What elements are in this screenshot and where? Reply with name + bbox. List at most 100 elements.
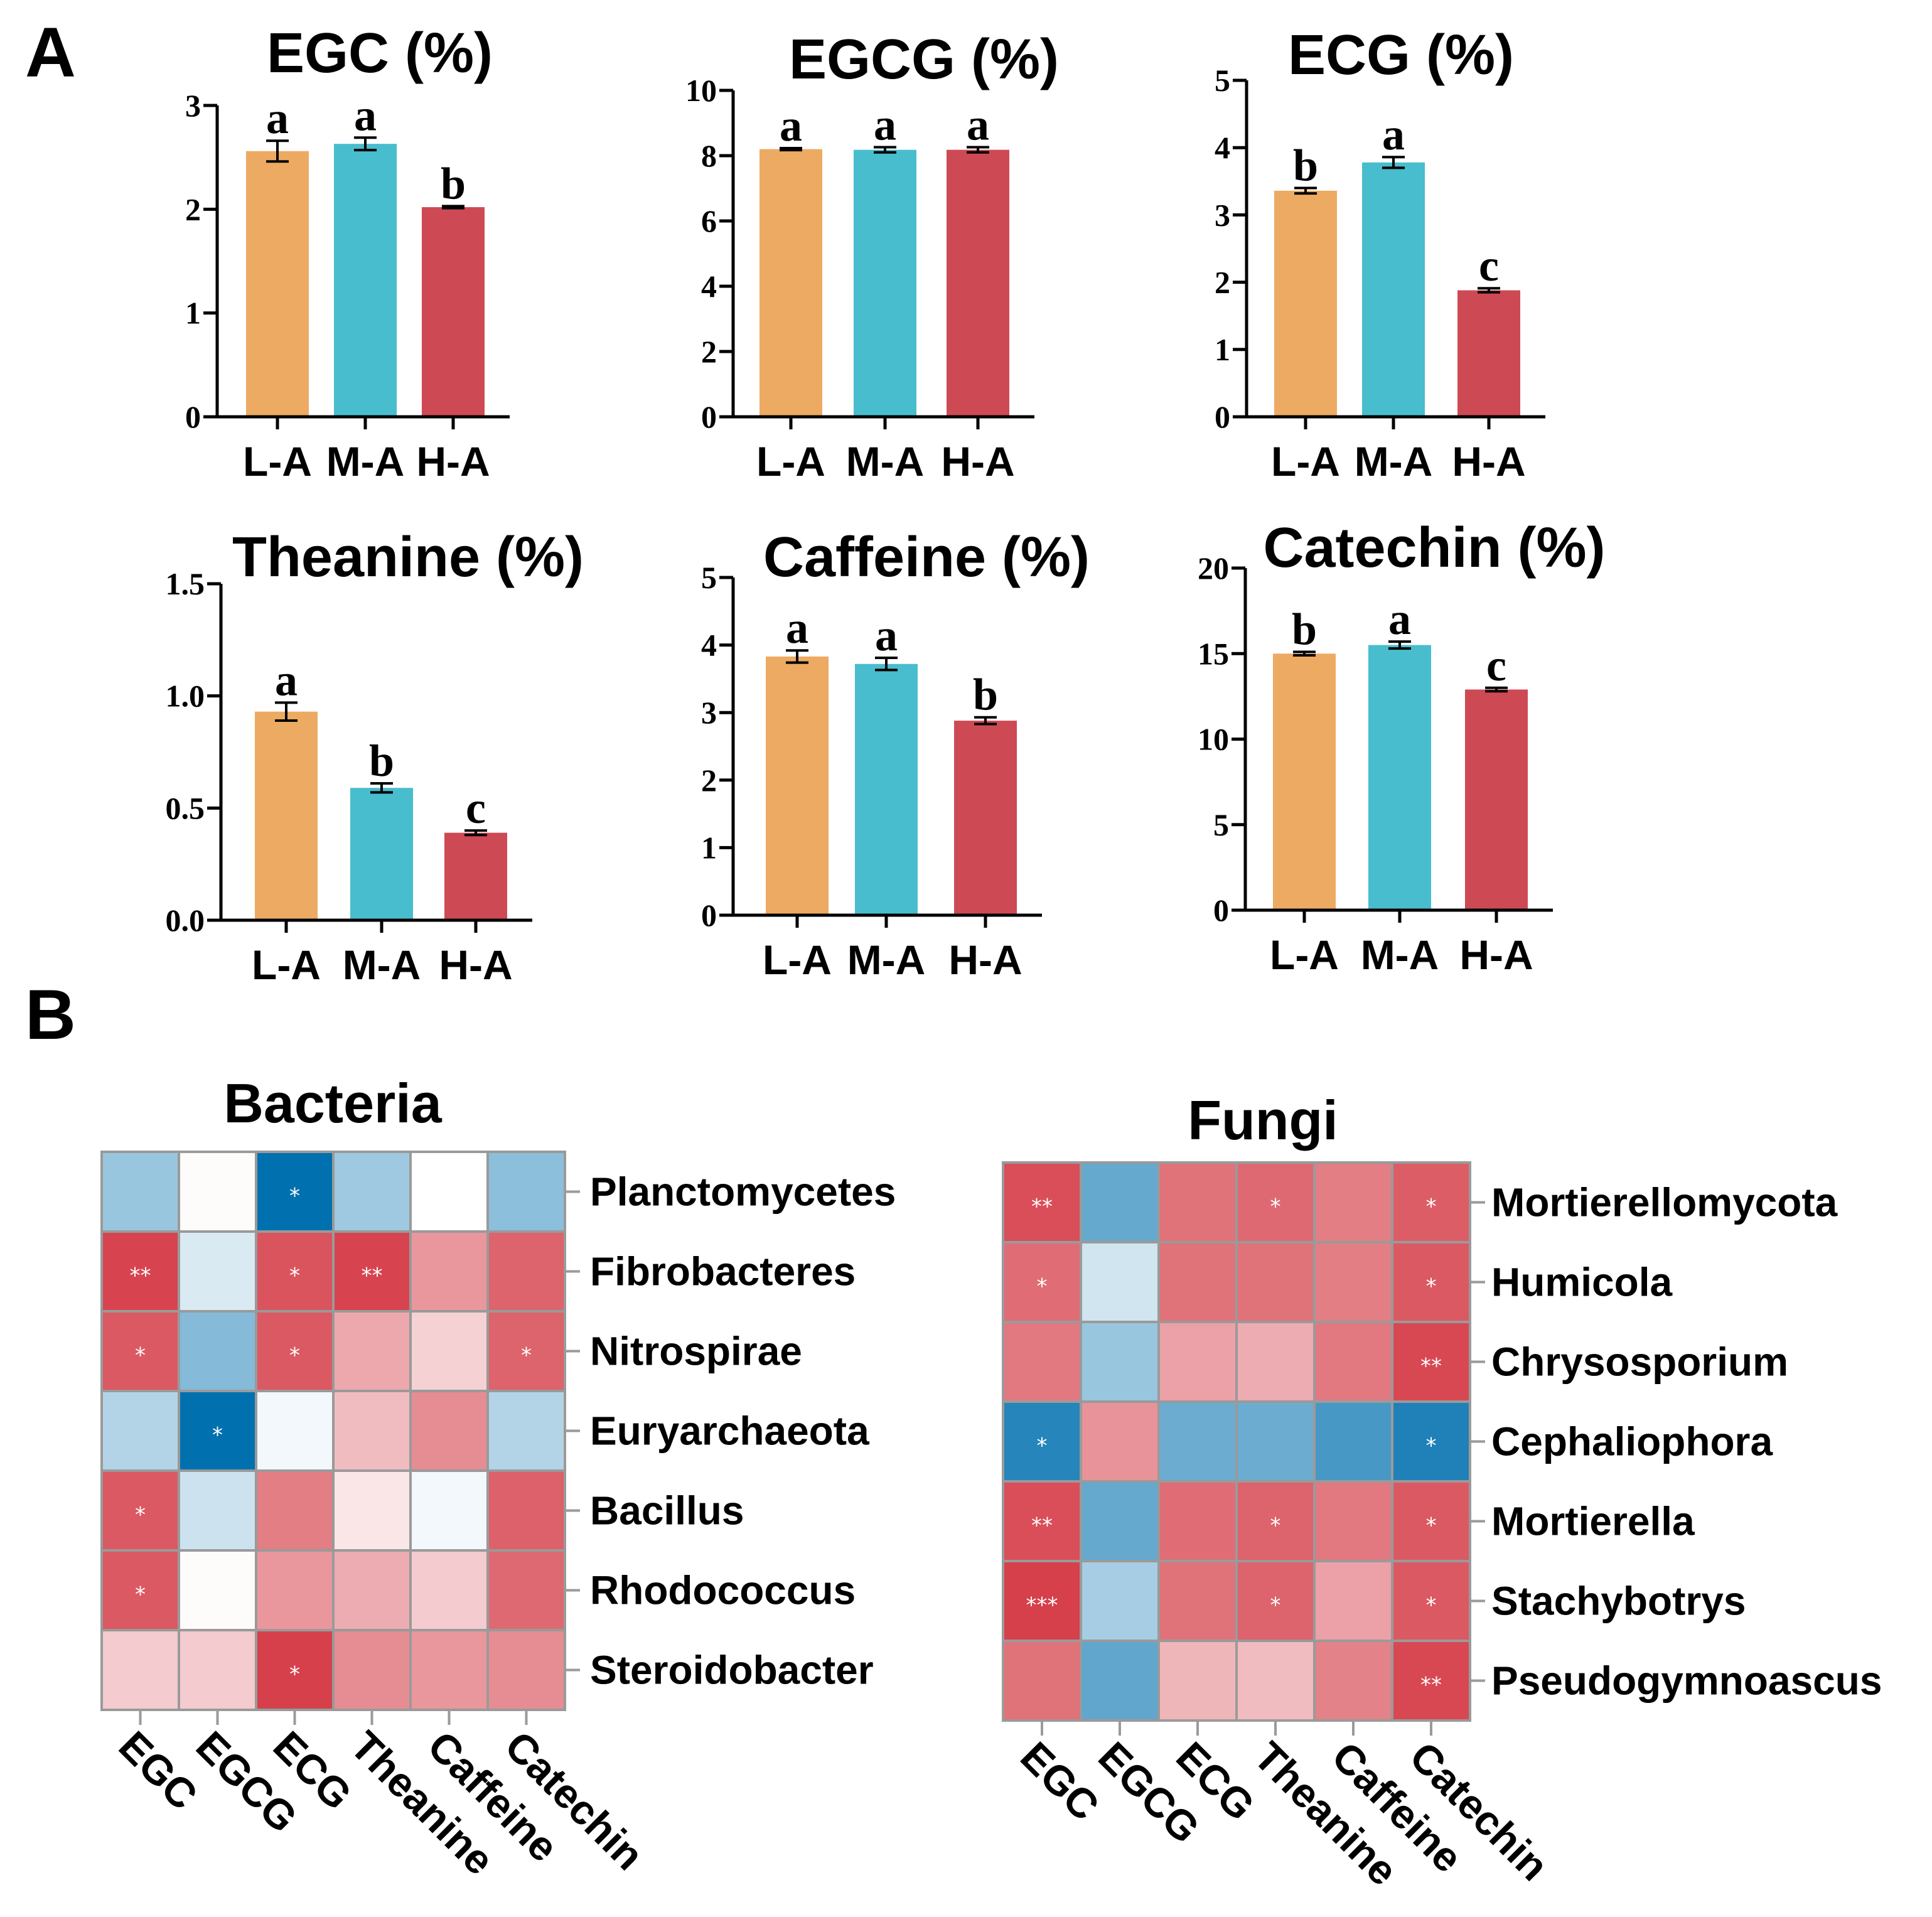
- heatmap-fungi-cell: [1080, 1161, 1160, 1243]
- bar-chart-4-x-tick-label: H-A: [439, 942, 512, 988]
- heatmap-fungi-cell: [1235, 1640, 1316, 1722]
- bar-chart-4-significance-letter: b: [369, 736, 394, 786]
- heatmap-bacteria-cell: [409, 1310, 489, 1392]
- heatmap-bacteria-cell: [332, 1469, 412, 1552]
- bar-chart-6-significance-letter: c: [1486, 640, 1506, 690]
- heatmap-fungi-significance-star: *: [1037, 1274, 1048, 1299]
- bar-chart-5-y-tick-label: 4: [701, 628, 717, 663]
- bar-chart-2-title: EGCG (%): [789, 28, 1059, 91]
- heatmap-fungi-cell: [1002, 1400, 1082, 1483]
- bar-chart-2-bar-H-A: [947, 149, 1009, 417]
- bar-chart-3-x-tick-label: L-A: [1271, 438, 1340, 485]
- heatmap-fungi-significance-star: *: [1426, 1195, 1437, 1220]
- heatmap-fungi-cell: [1080, 1241, 1160, 1323]
- bar-chart-1-x-tick-label: L-A: [243, 438, 312, 485]
- bar-chart-5-significance-letter: a: [786, 603, 808, 653]
- heatmap-fungi-cell: [1391, 1161, 1471, 1243]
- heatmap-fungi-cell: [1235, 1480, 1316, 1562]
- bar-chart-2-y-tick-label: 8: [701, 138, 717, 173]
- bar-chart-3-y-tick-label: 1: [1215, 332, 1230, 367]
- bar-chart-2-x-tick-label: M-A: [846, 438, 925, 485]
- heatmap-bacteria-significance-star: *: [521, 1343, 532, 1368]
- bar-chart-5-y-tick-label: 1: [701, 830, 717, 865]
- bar-chart-6-bar-M-A: [1368, 645, 1431, 910]
- heatmap-bacteria-cell: [100, 1390, 180, 1472]
- heatmap-fungi-cell: [1313, 1241, 1393, 1323]
- bar-chart-3-bar-H-A: [1457, 290, 1520, 417]
- heatmap-fungi-significance-star: *: [1426, 1513, 1437, 1538]
- heatmap-bacteria-significance-star: *: [289, 1264, 300, 1289]
- bar-chart-2-x-tick-label: L-A: [756, 438, 825, 485]
- heatmap-bacteria-cell: [100, 1151, 180, 1233]
- heatmap-fungi-row-label: Mortierella: [1491, 1499, 1695, 1544]
- heatmap-fungi-significance-star: *: [1426, 1434, 1437, 1459]
- heatmap-bacteria-cell: [409, 1629, 489, 1711]
- bar-chart-5-y-tick-label: 3: [701, 695, 717, 730]
- bar-chart-1-significance-letter: b: [441, 158, 466, 208]
- bar-chart-3-bar-L-A: [1274, 190, 1337, 417]
- bar-chart-1-title: EGC (%): [267, 22, 493, 85]
- bar-chart-3-y-tick-label: 0: [1215, 399, 1230, 434]
- heatmap-bacteria-significance-star: *: [135, 1343, 146, 1368]
- bar-chart-5-x-tick-label: L-A: [763, 937, 832, 983]
- bar-chart-6-significance-letter: a: [1388, 594, 1411, 644]
- bar-chart-2-y-tick-label: 6: [701, 203, 717, 239]
- bar-chart-6-x-tick-label: L-A: [1270, 932, 1339, 978]
- heatmap-bacteria-cell: [178, 1230, 257, 1313]
- bar-chart-5-bar-L-A: [766, 656, 829, 915]
- bar-chart-1-significance-letter: a: [354, 90, 377, 140]
- heatmap-fungi-cell: [1235, 1321, 1316, 1403]
- heatmap-fungi-cell: [1080, 1560, 1160, 1642]
- bar-chart-6-bar-L-A: [1273, 653, 1336, 910]
- bar-chart-3-y-tick-label: 2: [1215, 265, 1230, 300]
- bar-chart-3-y-tick-label: 3: [1215, 197, 1230, 232]
- heatmap-bacteria-cell: [332, 1151, 412, 1233]
- bar-chart-1-x-tick-label: M-A: [326, 438, 405, 485]
- bar-chart-4-y-tick-label: 1.5: [166, 566, 205, 601]
- bar-chart-3-y-tick-label: 5: [1215, 63, 1230, 98]
- heatmap-fungi-significance-star: *: [1426, 1593, 1437, 1618]
- heatmap-fungi-cell: [1157, 1400, 1238, 1483]
- bar-chart-1-bar-H-A: [422, 207, 485, 417]
- heatmap-bacteria-significance-star: *: [289, 1662, 300, 1687]
- heatmap-bacteria-row-label: Rhodococcus: [590, 1568, 856, 1613]
- heatmap-bacteria-significance-star: **: [362, 1264, 383, 1289]
- bar-chart-6-x-tick-label: M-A: [1361, 932, 1439, 978]
- heatmap-fungi-significance-star: ***: [1026, 1593, 1058, 1618]
- bar-chart-4-x-tick-label: M-A: [343, 942, 421, 988]
- bar-chart-2-y-tick-label: 10: [685, 73, 717, 108]
- bar-chart-6-y-tick-label: 5: [1213, 807, 1229, 842]
- heatmap-fungi-cell: [1002, 1241, 1082, 1323]
- heatmap-fungi-row-label: Stachybotrys: [1491, 1579, 1746, 1624]
- bar-chart-5-y-tick-label: 5: [701, 560, 717, 595]
- bar-chart-3-x-tick-label: H-A: [1452, 438, 1525, 485]
- heatmap-bacteria-cell: [486, 1549, 566, 1631]
- bar-chart-6-y-tick-label: 10: [1198, 722, 1229, 757]
- heatmap-bacteria-cell: [409, 1390, 489, 1472]
- heatmap-fungi-significance-star: *: [1037, 1434, 1048, 1459]
- bar-chart-4-bar-H-A: [444, 832, 507, 920]
- bar-chart-2-significance-letter: a: [967, 99, 989, 149]
- heatmap-bacteria-cell: [409, 1230, 489, 1313]
- bar-chart-2-y-tick-label: 0: [701, 399, 717, 434]
- heatmap-bacteria-cell: [409, 1549, 489, 1631]
- bar-chart-4-y-tick-label: 0.5: [166, 790, 205, 825]
- heatmap-fungi-significance-star: **: [1031, 1513, 1053, 1538]
- heatmap-fungi-row-label: Humicola: [1491, 1260, 1672, 1305]
- heatmap-bacteria-cell: [100, 1230, 180, 1313]
- heatmap-bacteria-cell: [332, 1549, 412, 1631]
- bar-chart-3-significance-letter: c: [1479, 240, 1499, 291]
- panel-label-b: B: [25, 975, 76, 1054]
- bar-chart-1-y-tick-label: 0: [185, 399, 201, 434]
- heatmap-fungi-row-label: Chrysosporium: [1491, 1340, 1788, 1385]
- bar-chart-5-x-tick-label: M-A: [847, 937, 926, 983]
- bar-chart-1-x-tick-label: H-A: [416, 438, 490, 485]
- heatmap-fungi-cell: [1080, 1321, 1160, 1403]
- heatmap-bacteria-cell: [486, 1629, 566, 1711]
- bar-chart-2-bar-M-A: [854, 149, 916, 417]
- heatmap-bacteria-cell: [332, 1310, 412, 1392]
- heatmap-fungi-cell: [1313, 1161, 1393, 1243]
- bar-chart-5-y-tick-label: 0: [701, 898, 717, 933]
- heatmap-bacteria-cell: [332, 1629, 412, 1711]
- bar-chart-6-x-tick-label: H-A: [1459, 932, 1533, 978]
